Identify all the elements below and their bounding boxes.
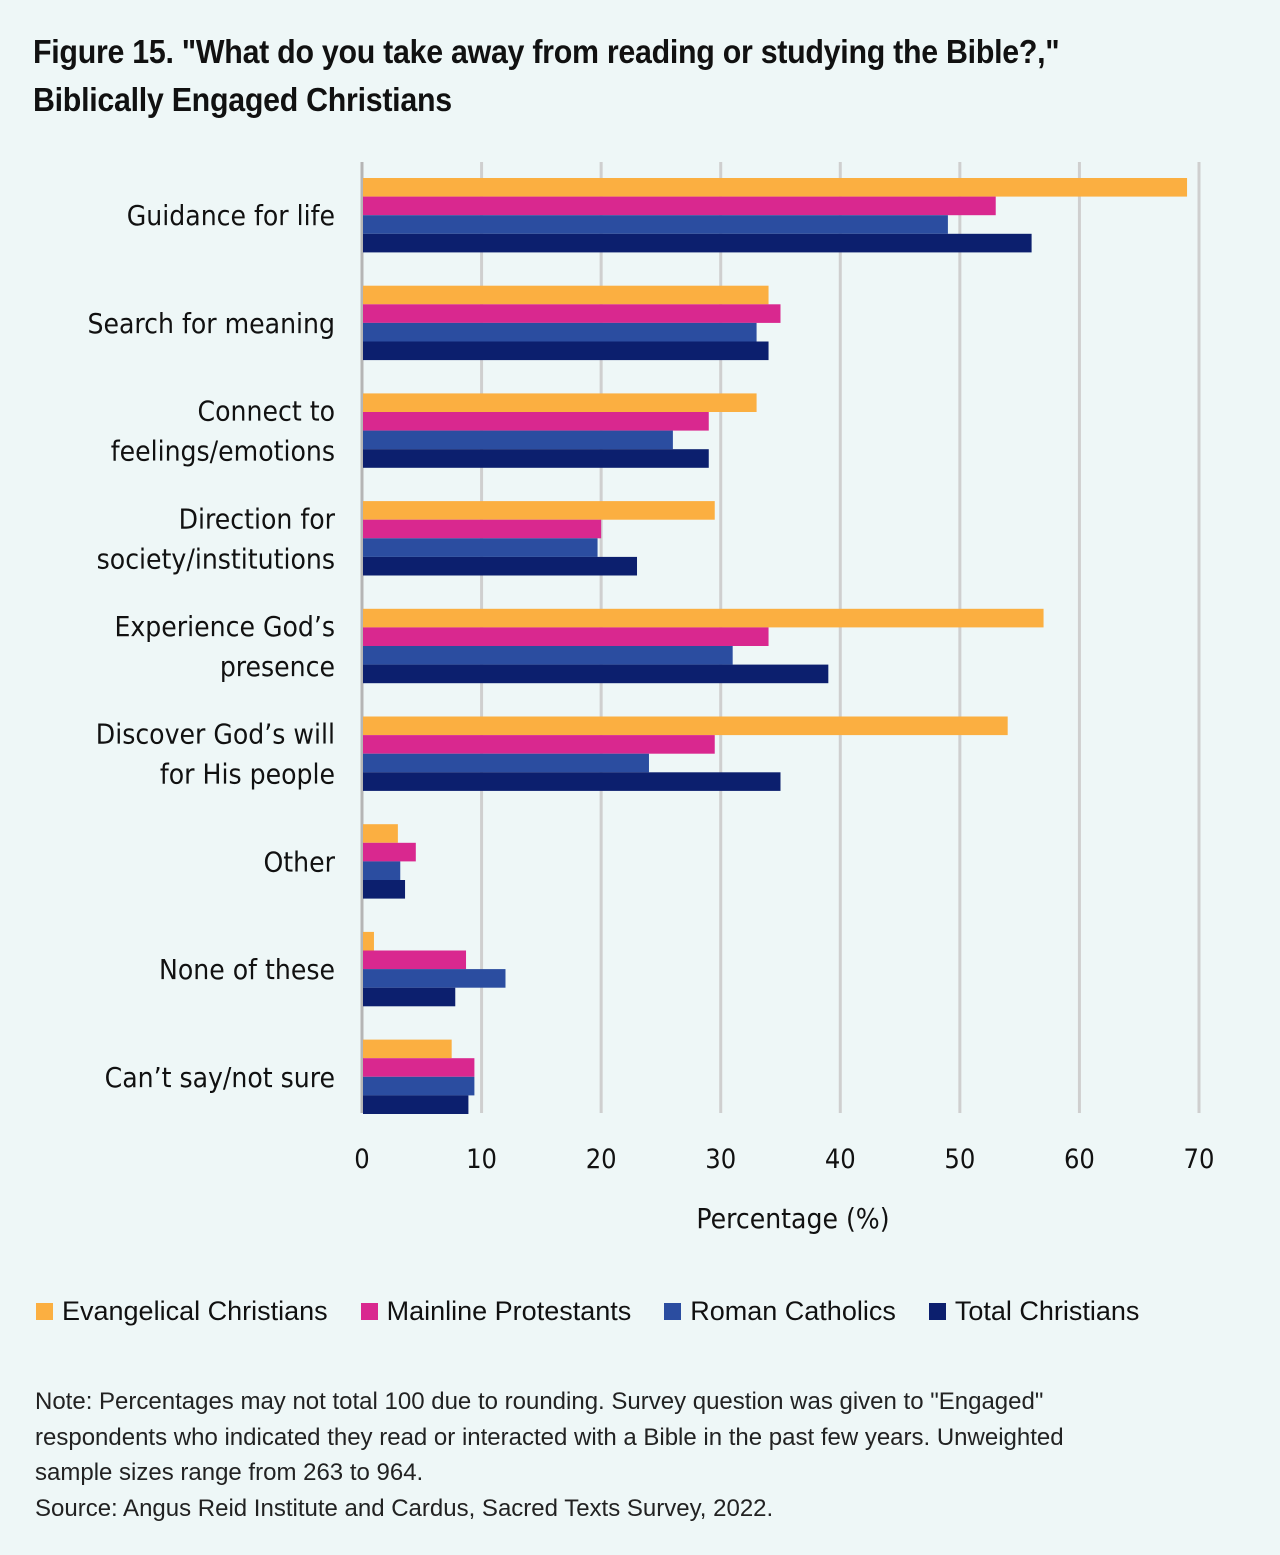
bar-total-christians [363,449,709,468]
bar-mainline-protestants [363,950,467,970]
x-tick-label: 60 [1064,1144,1095,1175]
legend-label: Mainline Protestants [386,1296,632,1326]
bar-roman-catholics [363,538,598,557]
bar-mainline-protestants [363,519,602,539]
bar-evangelical-christians [363,608,1044,628]
bar-evangelical-christians [363,824,398,843]
x-tick-label: 50 [944,1144,975,1175]
bar-evangelical-christians [363,501,715,520]
bar-total-christians [363,987,456,1007]
note-line: respondents who indicated they read or i… [35,1423,1064,1451]
x-tick-label: 10 [466,1144,497,1175]
bar-evangelical-christians [363,393,757,412]
note-line: Note: Percentages may not total 100 due … [35,1388,1044,1415]
x-tick-label: 40 [825,1144,856,1175]
bar-evangelical-christians [363,178,1188,197]
bar-roman-catholics [363,646,733,665]
y-category-label: None of these [159,953,335,986]
bar-mainline-protestants [363,412,709,431]
bar-roman-catholics [363,861,401,880]
x-axis-title: Percentage (%) [696,1202,889,1235]
bar-total-christians [363,1095,469,1114]
legend-swatch [664,1303,682,1320]
bar-total-christians [363,880,406,899]
bar-roman-catholics [363,1076,475,1096]
note-line: sample sizes range from 263 to 964. [35,1459,424,1486]
legend-item: Roman Catholics [664,1296,896,1327]
bar-total-christians [363,772,781,791]
legend-swatch [360,1303,378,1320]
bar-mainline-protestants [363,627,769,646]
chart-title: Figure 15. "What do you take away from r… [33,28,1229,124]
legend-item: Mainline Protestants [360,1296,632,1327]
legend-item: Evangelical Christians [36,1296,328,1327]
y-category-label: Connect to feelings/emotions [111,395,335,468]
bar-roman-catholics [363,430,673,450]
y-category-label: Guidance for life [127,199,335,232]
bar-total-christians [363,233,1032,253]
bar-total-christians [363,556,638,576]
bar-total-christians [363,341,769,361]
bar-roman-catholics [363,753,649,773]
legend-item: Total Christians [928,1296,1140,1327]
x-tick-label: 30 [705,1144,736,1175]
legend-label: Total Christians [954,1296,1140,1326]
y-category-label: Direction for society/institutions [97,502,336,575]
bar-mainline-protestants [363,304,781,323]
legend: Evangelical Christians Mainline Protestan… [36,1296,1172,1327]
bar-mainline-protestants [363,842,416,862]
legend-label: Roman Catholics [690,1296,896,1326]
y-category-label: Discover God’s will for His people [96,718,335,791]
bar-roman-catholics [363,322,757,342]
bar-evangelical-christians [363,285,769,305]
legend-swatch [928,1303,946,1320]
bar-mainline-protestants [363,735,715,754]
title-line-2: Biblically Engaged Christians [33,81,452,118]
bar-mainline-protestants [363,196,996,216]
legend-swatch [36,1303,53,1320]
bar-chart: 0 10 20 30 40 50 60 70 Percentage (%) Guidance fo… [87,162,1215,1235]
bar-evangelical-christians [363,931,374,951]
y-category-label: Can’t say/not sure [105,1061,335,1094]
bar-evangelical-christians [363,1039,452,1059]
x-tick-label: 70 [1184,1144,1215,1175]
title-line-1: Figure 15. "What do you take away from r… [33,33,1060,70]
x-tick-label: 20 [586,1144,617,1175]
bar-roman-catholics [363,969,506,988]
y-category-label: Other [263,845,335,878]
bar-total-christians [363,664,829,684]
bar-roman-catholics [363,215,948,234]
bar-evangelical-christians [363,716,1008,736]
x-tick-label: 0 [354,1144,369,1175]
chart-notes: Note: Percentages may not total 100 due … [35,1384,1235,1526]
legend-label: Evangelical Christians [62,1296,328,1326]
y-category-label: Experience God’s presence [114,610,335,683]
source-line: Source: Angus Reid Institute and Cardus,… [35,1494,774,1522]
bar-mainline-protestants [363,1058,475,1077]
y-category-label: Search for meaning [87,307,335,340]
